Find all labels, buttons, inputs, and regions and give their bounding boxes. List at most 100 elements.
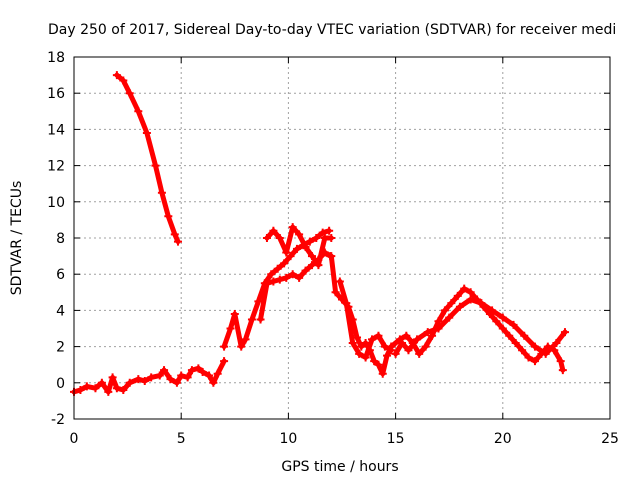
data-point — [254, 297, 263, 306]
data-point — [134, 375, 143, 384]
data-point — [280, 259, 289, 268]
data-point — [460, 284, 469, 293]
data-point — [262, 279, 271, 288]
x-tick-label: 10 — [279, 431, 297, 447]
y-tick-label: 0 — [56, 376, 65, 392]
data-point — [275, 234, 284, 242]
data-point — [370, 357, 379, 366]
data-point — [198, 367, 207, 376]
data-point — [194, 364, 203, 373]
y-tick-label: -2 — [51, 412, 65, 428]
data-point — [305, 237, 314, 246]
ticks: 0 5 10 15 20 25 -2 0 2 4 6 8 10 12 14 16 18 — [47, 50, 619, 447]
data-point — [91, 384, 100, 393]
data-point — [177, 371, 186, 380]
data-point — [119, 76, 128, 85]
data-point — [335, 277, 344, 286]
data-point — [415, 349, 424, 358]
data-point — [213, 369, 222, 378]
y-tick-label: 2 — [56, 340, 65, 356]
data-point — [82, 382, 91, 391]
y-axis-title: SDTVAR / TECUs — [9, 181, 25, 296]
data-point — [440, 306, 449, 315]
data-point — [295, 230, 304, 239]
data-point — [357, 342, 366, 351]
data-point — [220, 357, 229, 366]
data-point — [173, 237, 182, 246]
data-point — [209, 378, 218, 387]
data-series-line — [114, 72, 181, 245]
plot-frame — [73, 56, 611, 420]
data-point — [314, 261, 323, 270]
data-point — [327, 234, 336, 242]
data-point — [404, 346, 413, 355]
data-point — [301, 243, 310, 252]
data-point — [423, 328, 432, 337]
data-point — [498, 324, 507, 333]
data-point — [288, 270, 297, 279]
data-point — [325, 226, 334, 235]
data-point — [112, 71, 121, 80]
data-point — [241, 335, 250, 344]
data-point — [368, 335, 377, 344]
data-point — [509, 320, 518, 329]
data-point — [172, 378, 181, 387]
data-point — [398, 338, 407, 347]
data-point — [288, 223, 297, 232]
chart-title: Day 250 of 2017, Sidereal Day-to-day VTE… — [48, 22, 616, 38]
data-point — [383, 351, 392, 360]
data-point — [434, 324, 443, 333]
data-point — [267, 270, 276, 279]
data-point — [142, 129, 151, 138]
data-point — [466, 288, 475, 297]
data-point — [155, 371, 164, 380]
data-point — [269, 226, 278, 235]
data-point — [108, 373, 117, 382]
data-point — [421, 342, 430, 351]
data-point — [413, 335, 422, 344]
data-point — [151, 161, 160, 170]
x-tick-label: 20 — [494, 431, 512, 447]
data-point — [147, 373, 156, 382]
data-point — [112, 384, 121, 393]
data-point — [552, 338, 561, 347]
data-series-line — [393, 297, 568, 357]
data-point — [374, 331, 383, 340]
data-point — [355, 349, 364, 358]
data-point — [187, 366, 196, 375]
data-point — [498, 313, 507, 322]
data-point — [292, 244, 301, 253]
data-point — [262, 234, 271, 242]
data-point — [286, 252, 295, 261]
y-tick-label: 6 — [56, 267, 65, 283]
data-point — [226, 324, 235, 333]
data-point — [275, 275, 284, 284]
y-tick-label: 12 — [47, 159, 65, 175]
data-point — [183, 373, 192, 382]
data-point — [541, 349, 550, 358]
grid — [74, 57, 610, 419]
data-point — [134, 107, 143, 116]
data-point — [237, 342, 246, 351]
data-point — [556, 357, 565, 366]
data-series-line — [221, 228, 332, 350]
data-series — [70, 71, 569, 396]
data-point — [230, 310, 239, 319]
data-point — [318, 228, 327, 237]
data-point — [125, 89, 134, 98]
data-point — [505, 331, 514, 340]
data-point — [530, 357, 539, 366]
x-tick-label: 0 — [70, 431, 79, 447]
data-point — [166, 375, 175, 384]
data-point — [282, 273, 291, 282]
data-point — [374, 360, 383, 369]
data-point — [361, 353, 370, 362]
data-point — [273, 264, 282, 273]
data-point — [488, 306, 497, 315]
data-point — [205, 371, 214, 380]
data-point — [434, 317, 443, 326]
data-point — [378, 369, 387, 378]
data-point — [312, 234, 321, 242]
data-point — [560, 328, 569, 337]
